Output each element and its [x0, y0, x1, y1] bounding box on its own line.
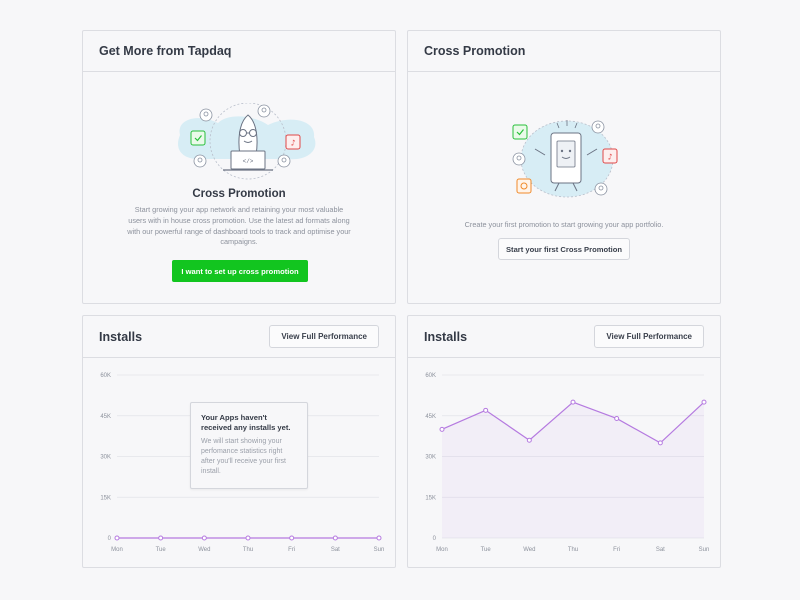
no-installs-tooltip: Your Apps haven't received any installs … — [190, 402, 308, 489]
installs-data-card: Installs View Full Performance 60K 45K 30K… — [407, 315, 721, 568]
x-tick-label: Wed — [523, 547, 535, 553]
data-point[interactable] — [614, 415, 620, 421]
y-tick-label: 60K — [425, 373, 436, 379]
y-tick-label: 15K — [425, 495, 436, 501]
data-point[interactable] — [570, 399, 576, 405]
x-tick-label: Thu — [243, 547, 253, 553]
svg-text:♪: ♪ — [607, 153, 612, 162]
data-point[interactable] — [526, 437, 532, 443]
data-point[interactable] — [289, 535, 295, 541]
svg-text:♪: ♪ — [290, 139, 295, 148]
y-tick-label: 30K — [425, 455, 436, 461]
data-point[interactable] — [376, 535, 382, 541]
x-tick-label: Sat — [656, 547, 665, 553]
promo-title: Cross Promotion — [192, 188, 286, 200]
no-installs-title: Your Apps haven't received any installs … — [201, 413, 291, 432]
y-tick-label: 60K — [100, 373, 111, 379]
view-full-performance-button[interactable]: View Full Performance — [594, 325, 704, 348]
svg-text:</>: </> — [243, 158, 254, 165]
data-point[interactable] — [245, 535, 251, 541]
y-tick-label: 0 — [108, 536, 112, 542]
x-tick-label: Fri — [288, 547, 295, 553]
cross-promotion-card: Cross Promotion ♪ Create your first prom… — [407, 30, 721, 304]
installs-empty-card: Installs View Full Performance 60K 45K 30K… — [82, 315, 396, 568]
series-area — [442, 402, 704, 538]
x-tick-label: Tue — [481, 547, 492, 553]
card-title: Get More from Tapdaq — [83, 31, 395, 72]
data-point[interactable] — [158, 535, 164, 541]
installs-chart: 60K 45K 30K 15K 0 Mon Tue Wed Thu Fri Sat Sun — [100, 373, 385, 553]
x-tick-label: Mon — [111, 547, 123, 553]
x-tick-label: Sun — [699, 547, 710, 553]
card-title: Installs — [83, 316, 395, 358]
y-tick-label: 45K — [100, 414, 111, 420]
x-tick-label: Thu — [568, 547, 578, 553]
phone-network-illustration: ♪ — [512, 120, 618, 198]
card-title: Cross Promotion — [408, 31, 720, 72]
view-full-performance-button[interactable]: View Full Performance — [269, 325, 379, 348]
data-point[interactable] — [332, 535, 338, 541]
y-tick-label: 30K — [100, 455, 111, 461]
y-tick-label: 45K — [425, 414, 436, 420]
promo-description: Start growing your app network and retai… — [127, 205, 351, 247]
data-point[interactable] — [657, 440, 663, 446]
promo-description: Create your first promotion to start gro… — [464, 220, 664, 229]
data-point[interactable] — [483, 407, 489, 413]
card-title: Installs — [408, 316, 720, 358]
data-point[interactable] — [201, 535, 207, 541]
y-tick-label: 15K — [100, 495, 111, 501]
no-installs-body: We will start showing your perfomance st… — [201, 438, 286, 475]
x-tick-label: Tue — [156, 547, 167, 553]
x-tick-label: Mon — [436, 547, 448, 553]
x-tick-label: Wed — [198, 547, 210, 553]
y-tick-label: 0 — [433, 536, 437, 542]
rocket-laptop-illustration: </> ♪ — [178, 103, 316, 180]
x-tick-label: Fri — [613, 547, 620, 553]
start-cross-promotion-button[interactable]: Start your first Cross Promotion — [498, 238, 630, 260]
x-tick-label: Sat — [331, 547, 340, 553]
get-more-card: Get More from Tapdaq </> ♪ Cross Promoti… — [82, 30, 396, 304]
x-tick-label: Sun — [374, 547, 385, 553]
data-point[interactable] — [439, 426, 445, 432]
data-point[interactable] — [114, 535, 120, 541]
setup-cross-promotion-button[interactable]: I want to set up cross promotion — [172, 260, 308, 282]
data-point[interactable] — [701, 399, 707, 405]
installs-chart: 60K 45K 30K 15K 0 Mon Tue Wed Thu Fri Sat Sun — [425, 373, 710, 553]
